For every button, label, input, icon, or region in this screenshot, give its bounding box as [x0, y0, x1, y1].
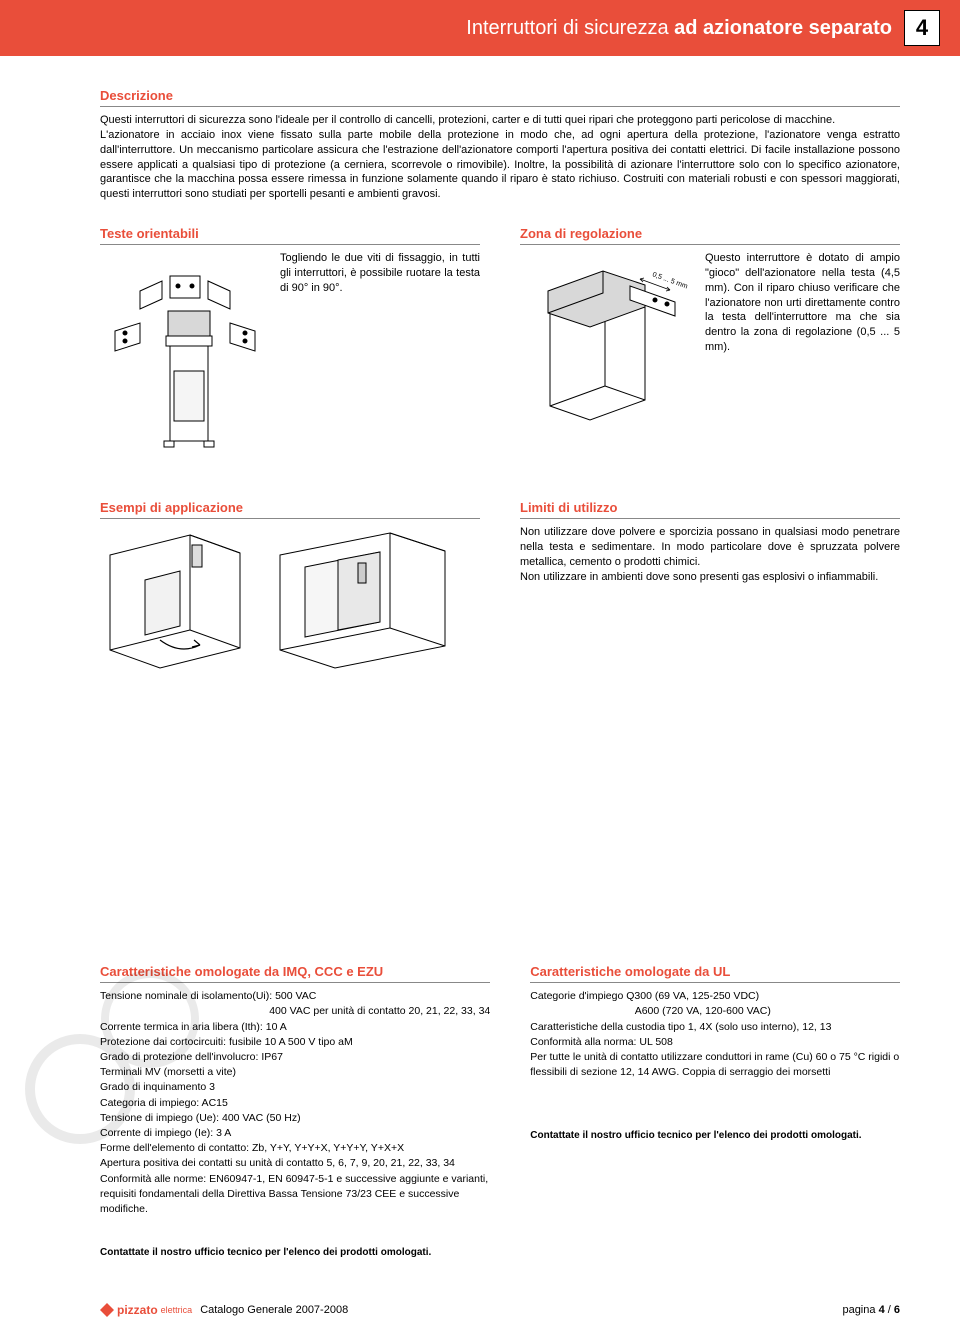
imq-line: Terminali MV (morsetti a vite) — [100, 1065, 490, 1080]
brand-logo: pizzato elettrica — [100, 1303, 192, 1317]
zona-dim-label: 0,5 ... 5 mm — [651, 271, 688, 290]
ul-line: Categorie d'impiego Q300 (69 VA, 125-250… — [530, 989, 900, 1004]
teste-illustration — [100, 251, 270, 456]
brand-icon — [100, 1303, 114, 1317]
page-number: pagina 4 / 6 — [842, 1304, 900, 1316]
imq-line: Grado di protezione dell'involucro: IP67 — [100, 1050, 490, 1065]
page-title: Interruttori di sicurezza ad azionatore … — [466, 17, 892, 40]
section-title-ul: Caratteristiche omologate da UL — [530, 960, 900, 983]
title-light: Interruttori di sicurezza — [466, 17, 668, 39]
teste-text: Togliendo le due viti di fissaggio, in t… — [280, 251, 480, 456]
catalog-label: Catalogo Generale 2007-2008 — [200, 1304, 348, 1316]
imq-line: Apertura positiva dei contatti su unità … — [100, 1156, 490, 1171]
imq-line: Categoria di impiego: AC15 — [100, 1096, 490, 1111]
imq-line: Corrente termica in aria libera (Ith): 1… — [100, 1020, 490, 1035]
imq-line: Conformità alle norme: EN60947-1, EN 609… — [100, 1172, 490, 1218]
chapter-number: 4 — [904, 10, 940, 46]
zona-text: Questo interruttore è dotato di ampio "g… — [705, 251, 900, 426]
imq-specs: Tensione nominale di isolamento(Ui): 500… — [100, 989, 490, 1217]
header-bar: Interruttori di sicurezza ad azionatore … — [0, 0, 960, 56]
imq-line: Forme dell'elemento di contatto: Zb, Y+Y… — [100, 1141, 490, 1156]
section-title-esempi: Esempi di applicazione — [100, 496, 480, 519]
section-title-descrizione: Descrizione — [100, 84, 900, 107]
brand-name: pizzato — [117, 1303, 158, 1317]
descrizione-text: Questi interruttori di sicurezza sono l'… — [100, 113, 900, 202]
ul-contact: Contattate il nostro ufficio tecnico per… — [530, 1130, 900, 1141]
section-title-limiti: Limiti di utilizzo — [520, 496, 900, 519]
section-title-teste: Teste orientabili — [100, 222, 480, 245]
imq-line: Tensione di impiego (Ue): 400 VAC (50 Hz… — [100, 1111, 490, 1126]
limiti-text: Non utilizzare dove polvere e sporcizia … — [520, 525, 900, 584]
imq-line: Corrente di impiego (Ie): 3 A — [100, 1126, 490, 1141]
imq-line: Protezione dai cortocircuiti: fusibile 1… — [100, 1035, 490, 1050]
esempi-illustration — [100, 525, 480, 680]
zona-illustration: 0,5 ... 5 mm — [520, 251, 695, 426]
ul-line: Conformità alla norma: UL 508 — [530, 1035, 900, 1050]
footer: pizzato elettrica Catalogo Generale 2007… — [100, 1303, 900, 1317]
imq-line: Grado di inquinamento 3 — [100, 1080, 490, 1095]
section-title-imq: Caratteristiche omologate da IMQ, CCC e … — [100, 960, 490, 983]
ul-specs: Categorie d'impiego Q300 (69 VA, 125-250… — [530, 989, 900, 1080]
imq-line: 400 VAC per unità di contatto 20, 21, 22… — [100, 1004, 490, 1019]
brand-sub: elettrica — [161, 1305, 193, 1315]
ul-line: Per tutte le unità di contatto utilizzar… — [530, 1050, 900, 1080]
ul-line: A600 (720 VA, 120-600 VAC) — [530, 1004, 900, 1019]
imq-contact: Contattate il nostro ufficio tecnico per… — [100, 1247, 490, 1258]
imq-line: Tensione nominale di isolamento(Ui): 500… — [100, 989, 490, 1004]
title-bold: ad azionatore separato — [674, 17, 892, 39]
ul-line: Caratteristiche della custodia tipo 1, 4… — [530, 1020, 900, 1035]
section-title-zona: Zona di regolazione — [520, 222, 900, 245]
